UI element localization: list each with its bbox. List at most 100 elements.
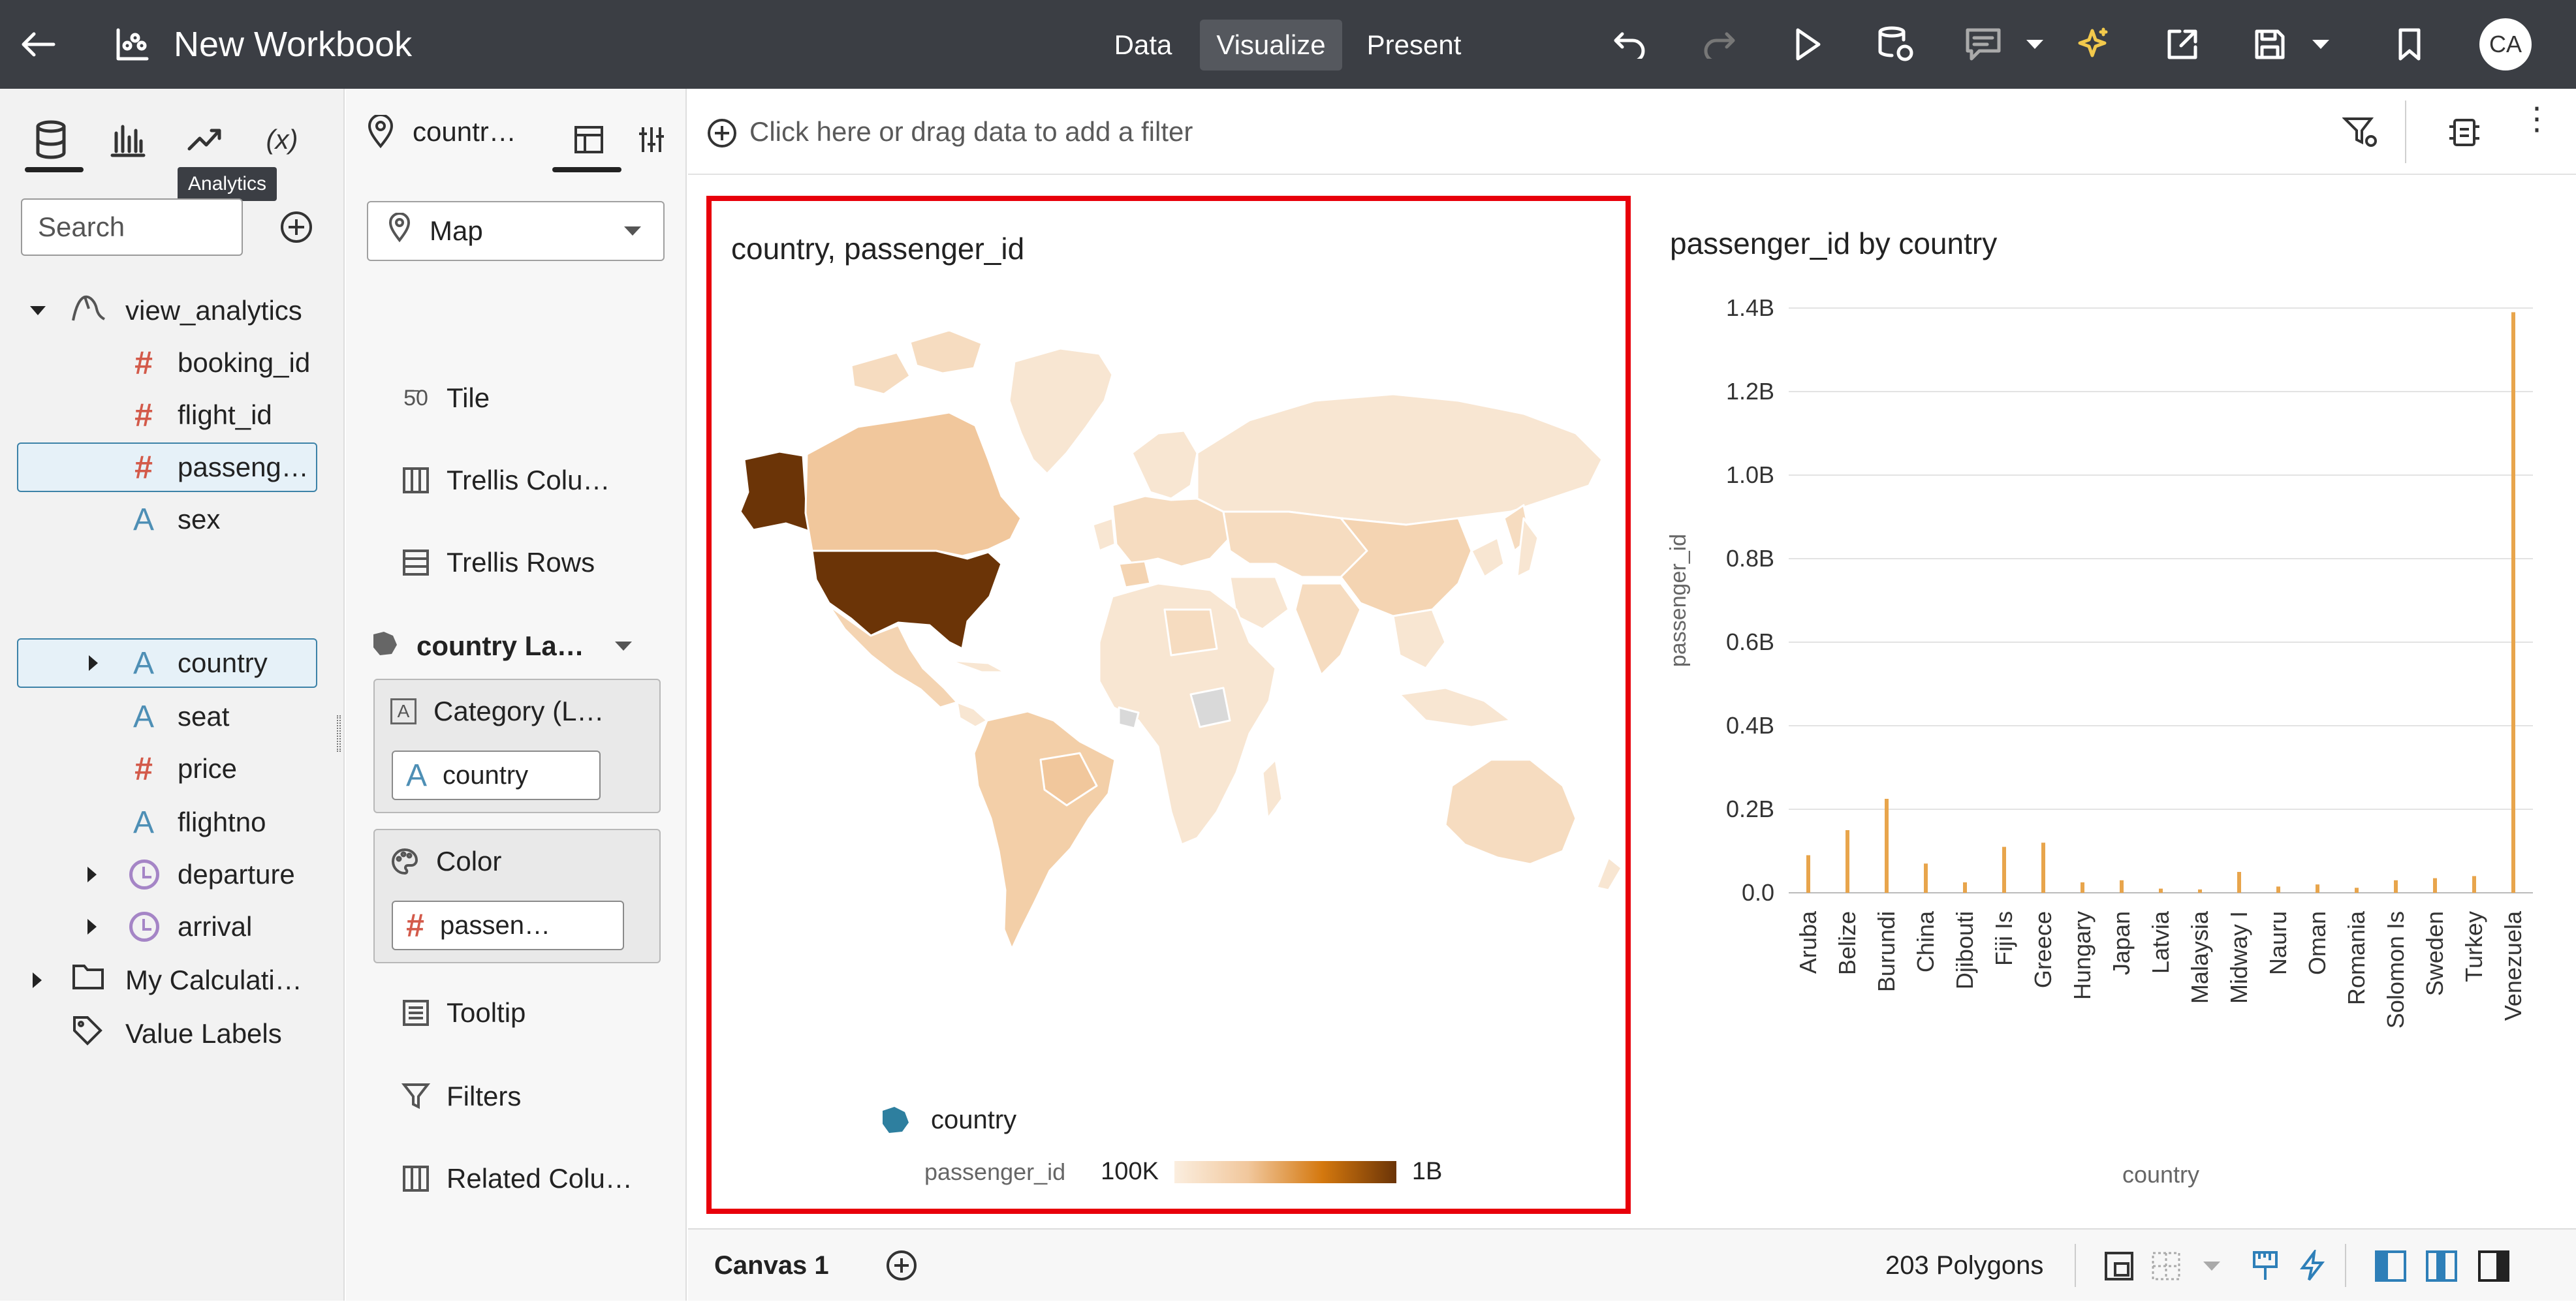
bar-belize[interactable]: [1846, 830, 1849, 893]
user-avatar[interactable]: CA: [2479, 18, 2532, 70]
bar-venezuela[interactable]: [2511, 312, 2515, 893]
bar-greece[interactable]: [2041, 843, 2045, 893]
bar-romania[interactable]: [2355, 888, 2359, 893]
map-region[interactable]: [1222, 510, 1368, 578]
map-region[interactable]: [909, 329, 983, 375]
chevron-down-icon[interactable]: [615, 642, 632, 651]
properties-icon[interactable]: [627, 115, 676, 164]
add-canvas-icon[interactable]: [885, 1249, 918, 1285]
filter-placeholder[interactable]: Click here or drag data to add a filter: [749, 116, 1193, 147]
map-region[interactable]: [1470, 536, 1505, 578]
tree-item-value-labels[interactable]: Value Labels: [17, 1009, 317, 1059]
bar-nauru[interactable]: [2276, 886, 2280, 893]
map-region[interactable]: [1039, 752, 1098, 807]
undo-icon[interactable]: [1607, 0, 1653, 89]
map-region[interactable]: [1261, 758, 1283, 820]
bar-fiji-is[interactable]: [2002, 846, 2006, 893]
comment-dropdown-icon[interactable]: [2018, 0, 2051, 89]
tree-item-passenger-id[interactable]: # passeng…: [17, 442, 317, 492]
auto-insights-icon[interactable]: [2069, 0, 2115, 89]
world-map[interactable]: [714, 303, 1628, 1021]
category-pill-country[interactable]: A country: [392, 751, 601, 800]
grammar-related-columns[interactable]: Related Colu…: [393, 1154, 674, 1203]
bar-sweden[interactable]: [2433, 878, 2437, 893]
analytics-icon[interactable]: [179, 114, 231, 166]
bar-oman[interactable]: [2316, 884, 2319, 893]
viz-name-tab[interactable]: countr…: [366, 115, 516, 149]
bar-hungary[interactable]: [2081, 882, 2084, 893]
map-region[interactable]: [1131, 429, 1199, 500]
bar-djibouti[interactable]: [1963, 882, 1967, 893]
back-arrow-icon[interactable]: [13, 0, 63, 89]
color-pill-passenger-id[interactable]: # passen…: [392, 901, 624, 950]
bar-burundi[interactable]: [1885, 799, 1889, 893]
map-region[interactable]: [811, 550, 1003, 650]
map-region[interactable]: [1118, 706, 1140, 730]
expand-caret-icon[interactable]: [87, 919, 97, 935]
tree-item-country[interactable]: A country: [17, 638, 317, 688]
layer-header[interactable]: country La…: [369, 621, 650, 671]
bar-solomon-is[interactable]: [2394, 880, 2398, 893]
calculation-icon[interactable]: (x): [266, 124, 298, 155]
bar-turkey[interactable]: [2472, 876, 2476, 893]
chevron-down-icon[interactable]: [2191, 1245, 2233, 1287]
map-region[interactable]: [973, 710, 1116, 950]
map-region[interactable]: [948, 659, 1007, 674]
bar-japan[interactable]: [2120, 880, 2124, 893]
comment-icon[interactable]: [1958, 0, 2008, 89]
map-region[interactable]: [1340, 517, 1473, 617]
auto-apply-icon[interactable]: [2291, 1245, 2333, 1287]
category-slot[interactable]: A Category (L… A country: [373, 679, 661, 813]
tab-present[interactable]: Present: [1366, 29, 1462, 60]
grammar-trellis-rows[interactable]: Trellis Rows: [393, 538, 674, 587]
bar-malaysia[interactable]: [2198, 889, 2202, 893]
middle-panel-toggle-icon[interactable]: [2421, 1245, 2462, 1287]
color-slot[interactable]: Color # passen…: [373, 829, 661, 963]
save-icon[interactable]: [2247, 0, 2293, 89]
refresh-data-icon[interactable]: [1871, 0, 1921, 89]
viz-type-select[interactable]: Map: [367, 201, 665, 261]
map-region[interactable]: [1516, 517, 1539, 578]
tree-folder-my-calculations[interactable]: My Calculati…: [17, 955, 317, 1005]
bookmark-icon[interactable]: [2387, 0, 2432, 89]
grammar-tab-icon[interactable]: [564, 115, 614, 164]
map-region[interactable]: [850, 351, 911, 395]
add-data-icon[interactable]: [279, 210, 313, 247]
map-region[interactable]: [1392, 608, 1447, 670]
data-icon[interactable]: [25, 114, 77, 166]
tree-source-view-analytics[interactable]: view_analytics: [17, 286, 317, 335]
map-region[interactable]: [1008, 347, 1114, 475]
map-region[interactable]: [739, 450, 826, 540]
add-filter-icon[interactable]: [706, 117, 738, 152]
tree-item-departure[interactable]: departure: [17, 850, 317, 899]
brush-icon[interactable]: [2244, 1245, 2286, 1287]
right-panel-toggle-icon[interactable]: [2473, 1245, 2515, 1287]
workbook-title[interactable]: New Workbook: [174, 0, 412, 89]
map-region[interactable]: [1196, 393, 1603, 526]
map-region[interactable]: [1098, 582, 1277, 846]
tab-canvas-1[interactable]: Canvas 1: [714, 1251, 829, 1280]
filter-settings-icon[interactable]: [2342, 115, 2379, 153]
tree-item-seat[interactable]: A seat: [17, 692, 317, 741]
grammar-tooltip[interactable]: Tooltip: [393, 988, 674, 1038]
map-region[interactable]: [1092, 517, 1116, 552]
tab-visualize[interactable]: Visualize: [1200, 20, 1342, 70]
map-region[interactable]: [1444, 758, 1577, 865]
search-input[interactable]: [21, 198, 243, 256]
expand-caret-icon[interactable]: [89, 655, 98, 671]
bar-china[interactable]: [1924, 863, 1928, 893]
grammar-trellis-columns[interactable]: Trellis Colu…: [393, 456, 674, 505]
map-region[interactable]: [1111, 495, 1231, 568]
expand-caret-icon[interactable]: [30, 306, 46, 315]
visualizations-icon[interactable]: [102, 114, 154, 166]
filter-bar[interactable]: Click here or drag data to add a filter …: [688, 89, 2576, 175]
tree-item-booking-id[interactable]: # booking_id: [17, 338, 317, 388]
left-panel-toggle-icon[interactable]: [2370, 1245, 2411, 1287]
panel-resize-handle[interactable]: [337, 715, 341, 752]
data-actions-icon[interactable]: [2447, 115, 2482, 153]
map-region[interactable]: [956, 701, 988, 728]
grammar-filters[interactable]: Filters: [393, 1072, 674, 1121]
bar-midway-i[interactable]: [2237, 872, 2241, 893]
run-icon[interactable]: [1785, 0, 1830, 89]
bar-chart-visualization[interactable]: passenger_id by country 0.0 0.2B 0.4B 0.6B 0…: [1658, 196, 2559, 1214]
